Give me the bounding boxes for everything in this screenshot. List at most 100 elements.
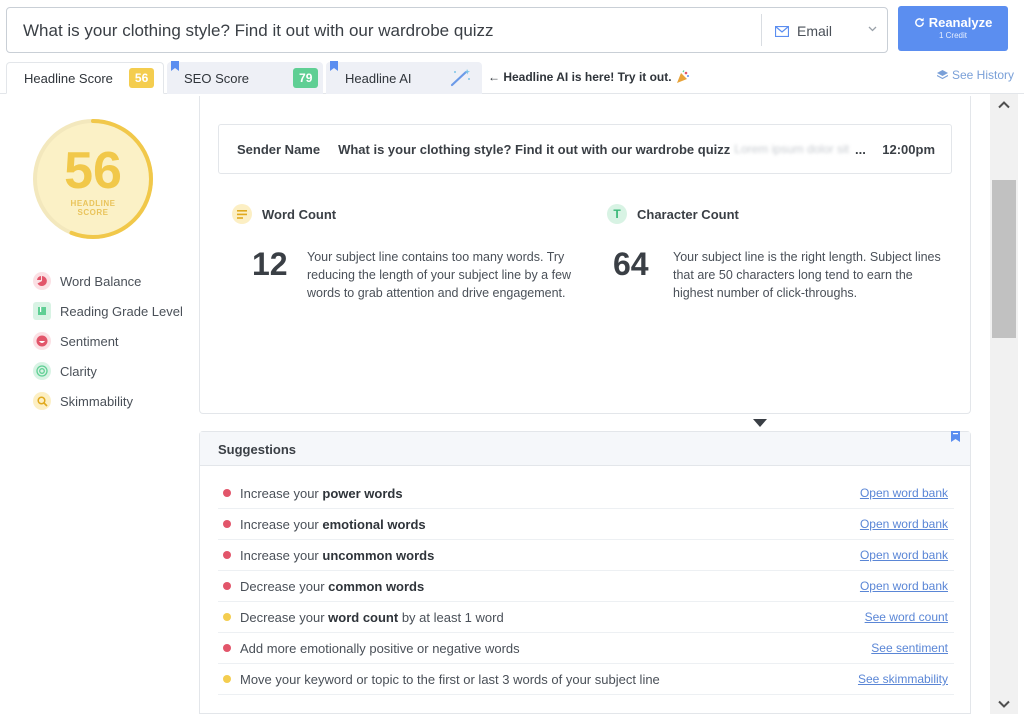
- suggestions-panel: Suggestions Increase your power words Ope…: [199, 431, 971, 714]
- tab-label: SEO Score: [184, 70, 250, 86]
- character-count-marker: [752, 419, 767, 427]
- suggestion-keyword: common words: [328, 578, 425, 594]
- word-count-title: Word Count: [262, 206, 337, 222]
- suggestion-row: Add more emotionally positive or negativ…: [218, 633, 954, 664]
- status-dot-icon: [223, 520, 231, 528]
- tab-headline-ai[interactable]: Headline AI: [326, 61, 482, 94]
- headline-score-value: 56: [64, 142, 122, 200]
- see-history-link[interactable]: See History: [936, 68, 1014, 82]
- metric-word-balance[interactable]: Word Balance: [33, 266, 183, 296]
- suggestion-text-pre: Increase your: [240, 516, 323, 532]
- suggestion-link[interactable]: See sentiment: [871, 641, 948, 655]
- suggestion-row: Increase your emotional words Open word b…: [218, 509, 954, 540]
- headline-score-badge: 56: [128, 68, 155, 88]
- preview-ellipsis: ...: [854, 141, 866, 157]
- scroll-down-icon[interactable]: [997, 700, 1011, 709]
- suggestion-link[interactable]: See word count: [864, 610, 948, 624]
- suggestion-text-pre: Increase your: [240, 485, 323, 501]
- bookmark-icon[interactable]: [951, 431, 960, 442]
- metric-sentiment[interactable]: Sentiment: [33, 326, 183, 356]
- tab-label: Headline AI: [345, 70, 412, 86]
- refresh-icon: [914, 17, 924, 27]
- metric-label: Reading Grade Level: [60, 303, 183, 319]
- suggestion-row: Increase your uncommon words Open word ba…: [218, 540, 954, 571]
- channel-select[interactable]: Email: [775, 18, 883, 44]
- headline-input[interactable]: [23, 18, 753, 44]
- party-popper-icon: [676, 70, 689, 83]
- score-metrics-list: Word Balance Reading Grade Level Sentime…: [33, 266, 183, 416]
- smile-icon: [33, 332, 51, 350]
- suggestion-link[interactable]: Open word bank: [859, 517, 948, 531]
- analysis-card: Sender Name What is your clothing style?…: [199, 96, 971, 462]
- metric-label: Clarity: [60, 363, 97, 379]
- suggestion-link[interactable]: See skimmability: [857, 672, 948, 686]
- metric-label: Skimmability: [60, 393, 133, 409]
- sender-name: Sender Name: [237, 141, 321, 157]
- word-count-description: Your subject line contains too many word…: [307, 250, 572, 300]
- magnifier-icon: [33, 392, 51, 410]
- preview-preheader: Lorem ipsum dolor sit: [734, 142, 849, 156]
- suggestion-keyword: uncommon words: [322, 547, 435, 563]
- suggestion-link[interactable]: Open word bank: [859, 548, 948, 562]
- reanalyze-label: Reanalyze: [928, 15, 993, 30]
- bookmark-icon: [330, 61, 338, 71]
- character-count-heading: T Character Count: [607, 204, 947, 224]
- see-history-label: See History: [951, 68, 1014, 82]
- bookmark-icon: [171, 61, 179, 71]
- metric-skimmability[interactable]: Skimmability: [33, 386, 183, 416]
- tab-headline-score[interactable]: Headline Score 56: [6, 62, 164, 94]
- status-dot-icon: [223, 551, 231, 559]
- suggestion-text: Add more emotionally positive or negativ…: [240, 641, 520, 656]
- suggestion-text: Move your keyword or topic to the first …: [240, 672, 660, 687]
- suggestion-link[interactable]: Open word bank: [859, 579, 948, 593]
- suggestion-keyword: emotional words: [322, 516, 426, 532]
- metric-reading-grade-level[interactable]: Reading Grade Level: [33, 296, 183, 326]
- tab-bar: Headline Score 56 SEO Score 79 Headline …: [0, 60, 1024, 94]
- scrollbar[interactable]: [990, 94, 1018, 714]
- email-preview: Sender Name What is your clothing style?…: [218, 124, 952, 174]
- character-count-value: 64: [613, 246, 649, 282]
- seo-score-badge: 79: [293, 68, 319, 88]
- character-count-description: Your subject line is the right length. S…: [673, 250, 941, 300]
- chevron-down-icon: [868, 26, 877, 32]
- suggestion-row: Decrease your word count by at least 1 w…: [218, 602, 954, 633]
- tab-label: Headline Score: [24, 70, 113, 86]
- credit-cost: 1 Credit: [938, 31, 967, 40]
- mail-icon: [775, 25, 789, 37]
- divider: [761, 14, 762, 46]
- suggestion-link[interactable]: Open word bank: [859, 486, 948, 500]
- reanalyze-button[interactable]: Reanalyze 1 Credit: [898, 6, 1008, 51]
- suggestion-text: Increase your power words: [240, 486, 403, 501]
- suggestion-row: Decrease your common words Open word bank: [218, 571, 954, 602]
- suggestion-text-post: by at least 1 word: [398, 609, 504, 625]
- tab-seo-score[interactable]: SEO Score 79: [167, 61, 323, 94]
- suggestion-text-pre: Move your keyword or topic to the first …: [240, 671, 660, 687]
- suggestion-text-pre: Add more emotionally positive or negativ…: [240, 640, 520, 656]
- status-dot-icon: [223, 489, 231, 497]
- suggestion-text: Increase your emotional words: [240, 517, 426, 532]
- channel-select-label: Email: [797, 23, 833, 39]
- suggestion-text-pre: Decrease your: [240, 578, 329, 594]
- scrollbar-thumb[interactable]: [992, 180, 1016, 338]
- suggestion-row: Move your keyword or topic to the first …: [218, 664, 954, 695]
- list-icon: [232, 204, 252, 224]
- suggestion-text: Decrease your word count by at least 1 w…: [240, 610, 504, 625]
- word-count-value: 12: [252, 246, 288, 282]
- text-icon: T: [607, 204, 627, 224]
- word-count-heading: Word Count: [232, 204, 572, 224]
- metric-label: Word Balance: [60, 273, 142, 289]
- metric-label: Sentiment: [60, 333, 119, 349]
- suggestion-text-pre: Increase your: [240, 547, 323, 563]
- pie-chart-icon: [33, 272, 51, 290]
- metric-clarity[interactable]: Clarity: [33, 356, 183, 386]
- suggestion-text: Increase your uncommon words: [240, 548, 434, 563]
- status-dot-icon: [223, 675, 231, 683]
- suggestion-text: Decrease your common words: [240, 579, 424, 594]
- headline-ai-promo-text: ← Headline AI is here! Try it out.: [488, 70, 672, 84]
- headline-ai-promo: ← Headline AI is here! Try it out.: [488, 70, 690, 84]
- headline-score-label: HEADLINE SCORE: [31, 199, 155, 217]
- suggestions-title: Suggestions: [200, 432, 970, 466]
- top-bar: Email Reanalyze 1 Credit: [0, 0, 1024, 60]
- scroll-up-icon[interactable]: [997, 100, 1011, 109]
- score-label-line-1: HEADLINE: [70, 199, 116, 208]
